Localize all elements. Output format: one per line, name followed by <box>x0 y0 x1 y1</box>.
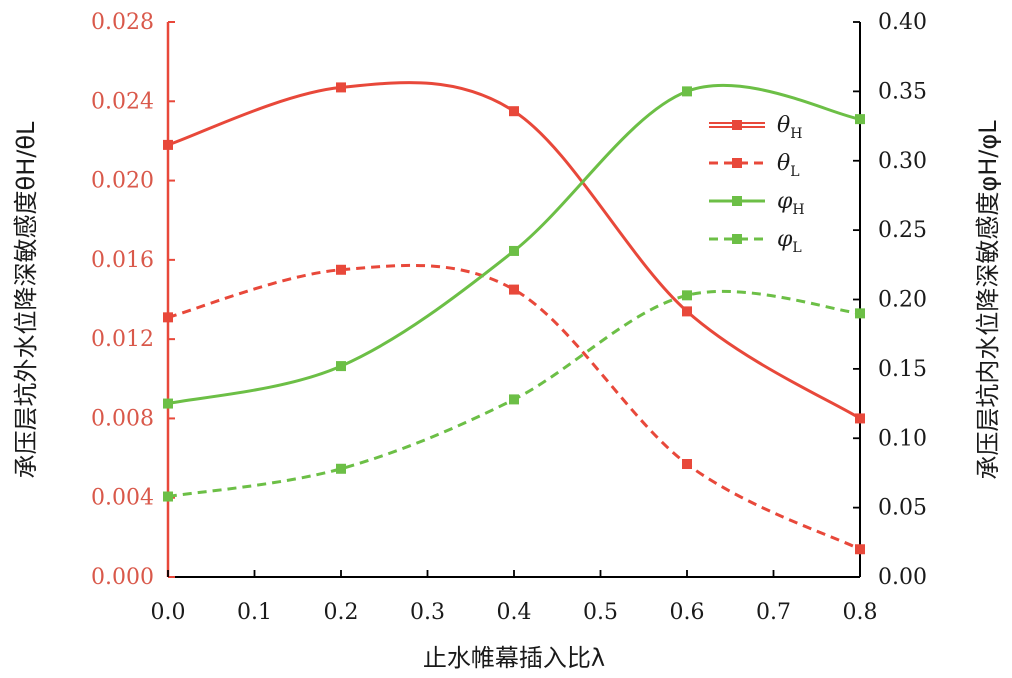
left-tick-label: 0.024 <box>91 89 154 114</box>
data-point <box>163 139 173 150</box>
x-tick-label: 0.0 <box>151 600 186 625</box>
left-axis-title: 承压层坑外水位降深敏感度θH/θL <box>12 121 40 478</box>
legend-item: φL <box>709 227 802 256</box>
data-point <box>163 312 173 323</box>
data-point <box>336 82 346 93</box>
data-point <box>682 290 692 301</box>
series-group <box>163 81 865 555</box>
legend-label: φL <box>777 227 802 256</box>
right-tick-label: 0.15 <box>878 357 927 382</box>
legend-swatch-marker <box>732 158 742 168</box>
data-point <box>163 491 173 502</box>
legend-label: θL <box>777 151 800 180</box>
right-axis-title: 承压层坑内水位降深敏感度φH/φL <box>974 120 1002 480</box>
data-point <box>509 394 519 405</box>
legend-item: θL <box>709 151 800 180</box>
data-point <box>509 245 519 256</box>
x-tick-label: 0.6 <box>670 600 705 625</box>
right-tick-label: 0.10 <box>878 426 927 451</box>
x-tick-label: 0.4 <box>497 600 532 625</box>
data-point <box>336 463 346 474</box>
x-axis-title: 止水帷幕插入比λ <box>423 644 605 672</box>
legend-item: φH <box>709 189 805 218</box>
series-2 <box>163 263 865 555</box>
data-point <box>336 361 346 372</box>
legend: θH θL φH φL <box>709 113 805 256</box>
data-point <box>509 284 519 295</box>
left-tick-label: 0.016 <box>91 248 154 273</box>
legend-item: θH <box>709 113 802 142</box>
legend-swatch-marker <box>732 120 742 130</box>
x-tick-label: 0.1 <box>237 600 272 625</box>
right-tick-label: 0.30 <box>878 149 927 174</box>
data-point <box>855 308 865 319</box>
series-line <box>167 263 861 551</box>
left-tick-label: 0.012 <box>91 327 154 352</box>
data-point <box>855 114 865 125</box>
series-1 <box>163 81 865 424</box>
series-line <box>167 81 861 420</box>
left-tick-label: 0.008 <box>91 406 154 431</box>
legend-label: θH <box>777 113 802 142</box>
legend-swatch-marker <box>732 234 742 244</box>
left-tick-label: 0.004 <box>91 486 154 511</box>
data-point <box>509 106 519 117</box>
x-tick-label: 0.8 <box>843 600 878 625</box>
x-tick-label: 0.3 <box>410 600 445 625</box>
right-tick-label: 0.25 <box>878 218 927 243</box>
series-line <box>167 289 861 499</box>
legend-swatch-marker <box>732 196 742 206</box>
series-4 <box>163 289 865 502</box>
axis-titles: 止水帷幕插入比λ 承压层坑外水位降深敏感度θH/θL 承压层坑内水位降深敏感度φH/… <box>12 120 1002 672</box>
legend-label: φH <box>777 189 805 218</box>
x-tick-label: 0.5 <box>583 600 618 625</box>
left-tick-label: 0.028 <box>91 10 154 35</box>
data-point <box>682 459 692 470</box>
right-tick-label: 0.20 <box>878 288 927 313</box>
data-point <box>163 398 173 409</box>
left-tick-label: 0.020 <box>91 169 154 194</box>
data-point <box>682 306 692 317</box>
data-point <box>855 413 865 424</box>
series-line <box>167 83 861 406</box>
data-point <box>336 264 346 275</box>
right-tick-label: 0.00 <box>878 565 927 590</box>
left-tick-label: 0.000 <box>91 565 154 590</box>
x-tick-label: 0.7 <box>756 600 791 625</box>
data-point <box>855 544 865 555</box>
right-tick-label: 0.35 <box>878 79 927 104</box>
right-tick-label: 0.40 <box>878 10 927 35</box>
series-3 <box>163 83 865 409</box>
data-point <box>682 86 692 97</box>
right-tick-label: 0.05 <box>878 496 927 521</box>
x-tick-label: 0.2 <box>324 600 359 625</box>
axes: 0.000 0.004 0.008 0.012 0.016 0.020 0.024 0.028… <box>91 10 927 625</box>
